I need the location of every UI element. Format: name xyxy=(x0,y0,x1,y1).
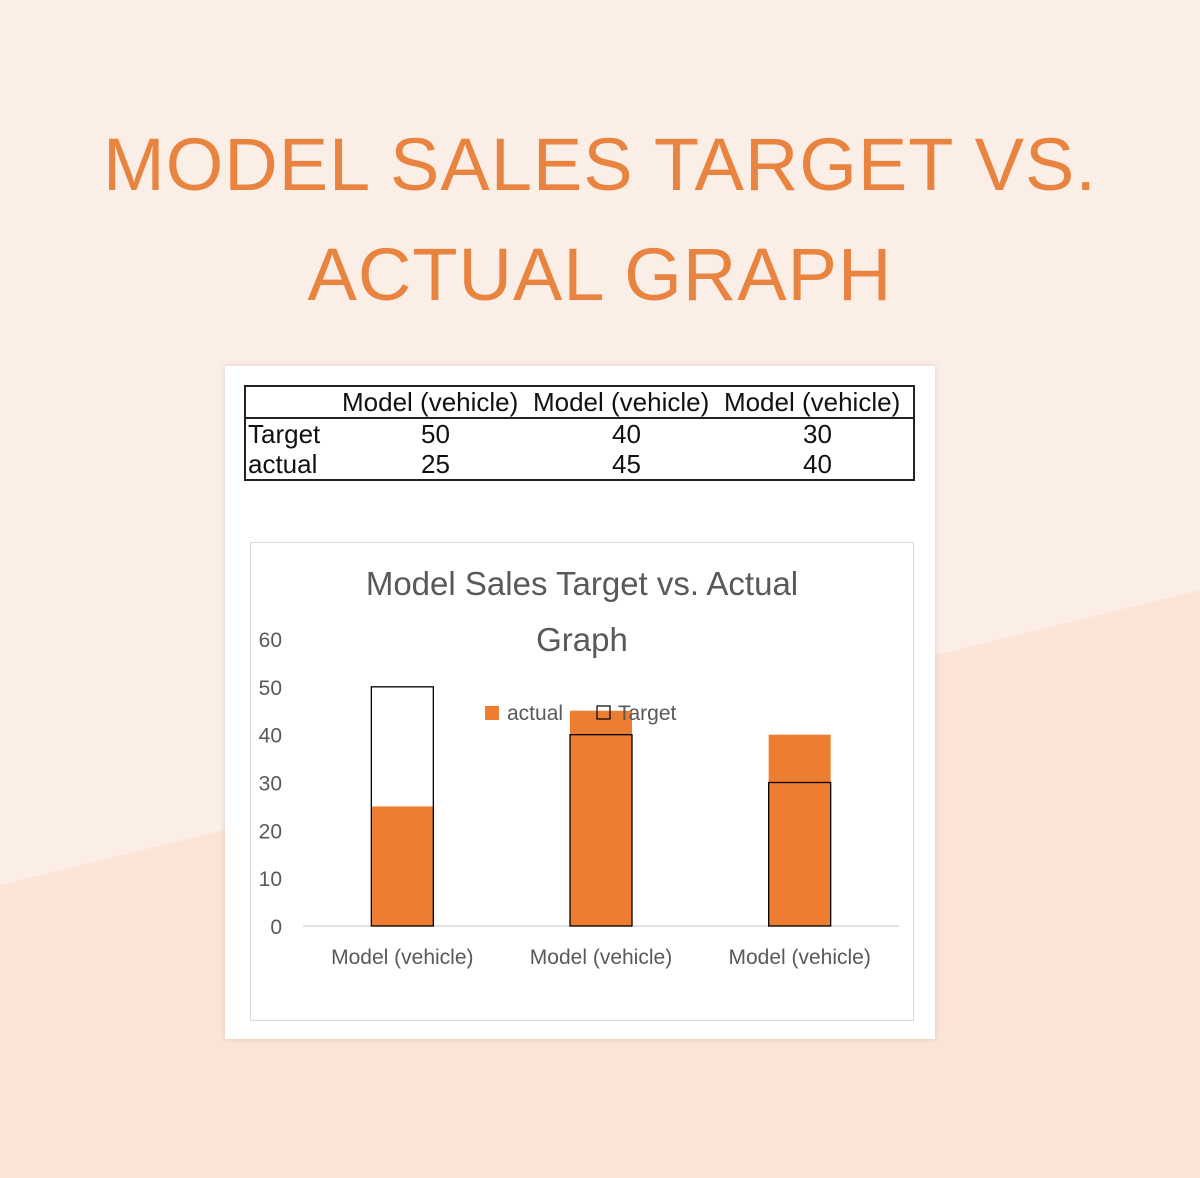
legend-label-actual: actual xyxy=(507,702,563,725)
target-bar xyxy=(370,686,434,927)
row-label: Target xyxy=(248,419,321,449)
legend-swatch-actual xyxy=(485,706,499,720)
y-tick-label: 60 xyxy=(259,629,282,652)
table-header-cell: Model (vehicle) xyxy=(530,386,722,419)
legend-label-target: Target xyxy=(618,702,677,725)
table-cell: 50 xyxy=(421,419,450,449)
spreadsheet-card: Model (vehicle) Model (vehicle) Model (v… xyxy=(225,366,935,1039)
table-row-target: Target 50 40 30 xyxy=(245,418,914,449)
table-header-cell xyxy=(245,386,340,419)
chart-title-line1: Model Sales Target vs. Actual xyxy=(365,565,799,602)
table-header-row: Model (vehicle) Model (vehicle) Model (v… xyxy=(245,386,914,419)
table-cell: 40 xyxy=(803,449,832,479)
data-table: Model (vehicle) Model (vehicle) Model (v… xyxy=(244,385,915,481)
target-bar xyxy=(768,781,832,927)
x-tick-label: Model (vehicle) xyxy=(530,946,672,969)
table-cell: 25 xyxy=(421,449,450,479)
table-header-cell: Model (vehicle) xyxy=(340,386,531,419)
y-tick-label: 0 xyxy=(270,916,282,939)
row-label: actual xyxy=(248,449,318,479)
table-cell: 30 xyxy=(803,419,832,449)
target-bar xyxy=(569,734,633,927)
page-heading-line2: ACTUAL GRAPH xyxy=(307,233,893,316)
x-tick-label: Model (vehicle) xyxy=(728,946,870,969)
x-tick-label: Model (vehicle) xyxy=(331,946,473,969)
page-heading-line1: MODEL SALES TARGET VS. xyxy=(103,123,1097,206)
y-tick-label: 40 xyxy=(259,725,282,748)
table-cell: 45 xyxy=(611,449,641,479)
actual-bar xyxy=(371,806,434,926)
y-tick-label: 50 xyxy=(259,677,282,700)
actual-bar xyxy=(570,710,632,926)
table-header-cell: Model (vehicle) xyxy=(721,386,914,419)
legend-swatch-target xyxy=(596,705,611,720)
y-tick-label: 30 xyxy=(259,773,282,796)
bar-chart: 0 10 20 30 40 50 60 Model (vehicle) Model (vehic… xyxy=(259,629,899,969)
table-row-actual: actual 25 45 40 xyxy=(245,449,914,480)
actual-bar xyxy=(768,734,831,926)
chart-area: Model Sales Target vs. Actual Graph 0 10 2… xyxy=(250,542,914,1021)
chart-title-line2: Graph xyxy=(536,621,628,658)
table-cell: 40 xyxy=(611,419,641,449)
y-tick-label: 20 xyxy=(259,820,282,843)
y-tick-label: 10 xyxy=(259,868,282,891)
